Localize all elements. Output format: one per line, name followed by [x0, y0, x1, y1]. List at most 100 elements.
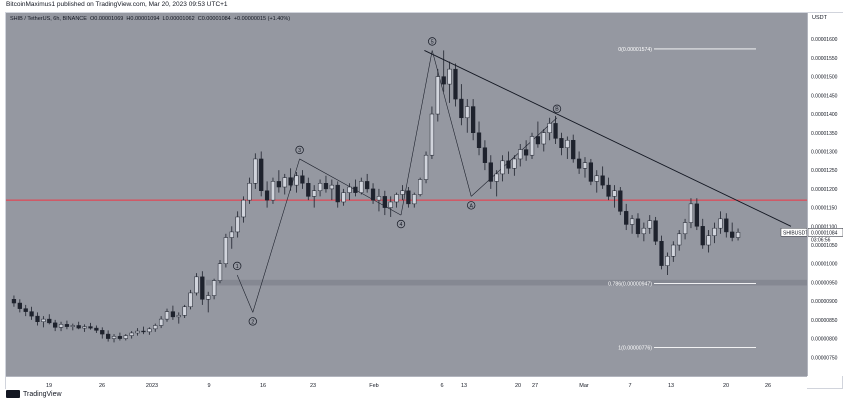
time-axis[interactable]: 19 26 2023 9 16 23 Feb 6 13 20 27 Mar 7 13 20 26: [6, 376, 807, 389]
change-value: +0.00000015 (+1.40%): [233, 16, 291, 22]
candle-body: [588, 162, 594, 182]
candle-body: [388, 201, 393, 208]
time-tick-label: Feb: [369, 383, 378, 389]
tradingview-footer: TradingView: [6, 390, 62, 398]
time-tick-label: 7: [628, 383, 631, 389]
candle-body: [253, 158, 258, 184]
candle-body: [624, 211, 629, 225]
price-tick-label: 0.00001200: [811, 187, 838, 193]
time-tick-label: 20: [723, 383, 729, 389]
candle-body: [329, 184, 334, 190]
candle-body: [659, 241, 664, 266]
candle-body: [618, 190, 623, 212]
price-axis-svg: 0.00001600 0.00001550 0.00001500 0.00001450…: [807, 37, 844, 361]
candle-body: [423, 154, 429, 180]
candle-body: [17, 302, 22, 309]
price-tick-label: 0.00001600: [811, 37, 838, 43]
candle-body: [35, 315, 40, 322]
plot-area[interactable]: 0(0.00001574) 0.786(0.00000947) 1(0.000007…: [6, 13, 808, 376]
candle-body: [23, 308, 28, 312]
wave-label-circle: [233, 261, 242, 271]
countdown-timer: 03:06:56: [811, 237, 831, 243]
candle-body: [647, 220, 652, 229]
high-value: 0.00001094: [130, 16, 160, 22]
time-tick-label: 23: [310, 383, 316, 389]
price-tick-label: 0.00001500: [811, 75, 838, 81]
candle-body: [565, 139, 570, 148]
wave-label-circle: [396, 219, 406, 229]
high-label: H: [126, 16, 131, 22]
wave-label: 2: [251, 319, 254, 325]
candle-body: [306, 183, 311, 197]
candle-body: [418, 179, 423, 195]
candle-body: [300, 175, 305, 184]
price-tick-label: 0.00000800: [811, 337, 838, 343]
candle-body: [64, 324, 70, 327]
candle-body: [53, 322, 58, 328]
wave-label-circle: [552, 104, 562, 113]
candle-body: [147, 328, 152, 333]
time-tick-label: 16: [260, 383, 266, 389]
candle-body: [735, 232, 741, 238]
candle-body: [259, 158, 264, 192]
price-tick-label: 0.00001050: [811, 243, 838, 249]
candle-body: [694, 203, 699, 227]
time-axis-svg: 19 26 2023 9 16 23 Feb 6 13 20 27 Mar 7 13 20 26: [46, 383, 771, 389]
candle-body: [671, 244, 676, 257]
candle-body: [276, 181, 281, 188]
candle-body: [335, 184, 340, 203]
fib-level-label: 1(0.00000776): [618, 346, 652, 352]
price-axis[interactable]: USDT 0.00001600 0.00001550 0.00001500 0.000…: [807, 13, 844, 376]
candle-body: [700, 226, 705, 246]
wave-label: A: [469, 203, 473, 209]
candle-body: [435, 76, 440, 115]
candle-body: [270, 181, 276, 201]
price-chart-svg[interactable]: 0(0.00001574) 0.786(0.00000947) 1(0.000007…: [6, 13, 808, 376]
support-zone: [206, 279, 807, 286]
candle-body: [512, 158, 517, 169]
candle-body: [682, 222, 688, 235]
price-tick-label: 0.00001250: [811, 168, 838, 174]
candle-body: [76, 325, 81, 329]
candle-body: [158, 318, 164, 326]
candle-body: [241, 199, 246, 218]
candle-body: [94, 327, 99, 331]
time-tick-label: 19: [46, 383, 52, 389]
price-tick-label: 0.00001400: [811, 112, 838, 118]
candle-body: [453, 68, 458, 100]
candle-body: [712, 227, 717, 236]
wave-label: 5: [431, 39, 434, 45]
candle-body: [129, 332, 134, 336]
symbol-tag-label: SHIBUSDT: [783, 230, 807, 236]
time-tick-label: 6: [440, 383, 443, 389]
candle-body: [394, 194, 399, 203]
candle-body: [282, 177, 287, 188]
candle-body: [47, 318, 52, 324]
candle-body: [376, 196, 382, 201]
candle-body: [730, 231, 735, 238]
candle-body: [170, 311, 176, 318]
candle-body: [370, 188, 376, 201]
candle-body: [412, 194, 417, 205]
candle-body: [571, 139, 576, 160]
candle-body: [476, 132, 482, 148]
candle-body: [429, 113, 435, 156]
price-tick-label: 0.00000900: [811, 299, 838, 305]
wave-label: 1: [236, 264, 239, 270]
candle-body: [217, 263, 223, 281]
candle-body: [247, 183, 252, 201]
candle-body: [606, 184, 611, 197]
candle-body: [317, 183, 323, 192]
candle-body: [82, 326, 87, 329]
fib-level-label: 0.786(0.00000947): [608, 282, 652, 288]
candle-body: [482, 147, 488, 163]
candle-body: [406, 190, 411, 205]
candle-body: [117, 336, 123, 339]
candle-body: [123, 335, 128, 339]
candle-body: [194, 276, 199, 294]
candle-body: [471, 106, 476, 134]
candle-body: [11, 299, 17, 304]
candle-body: [600, 175, 605, 186]
candle-body: [459, 98, 464, 119]
candle-body: [547, 123, 552, 134]
